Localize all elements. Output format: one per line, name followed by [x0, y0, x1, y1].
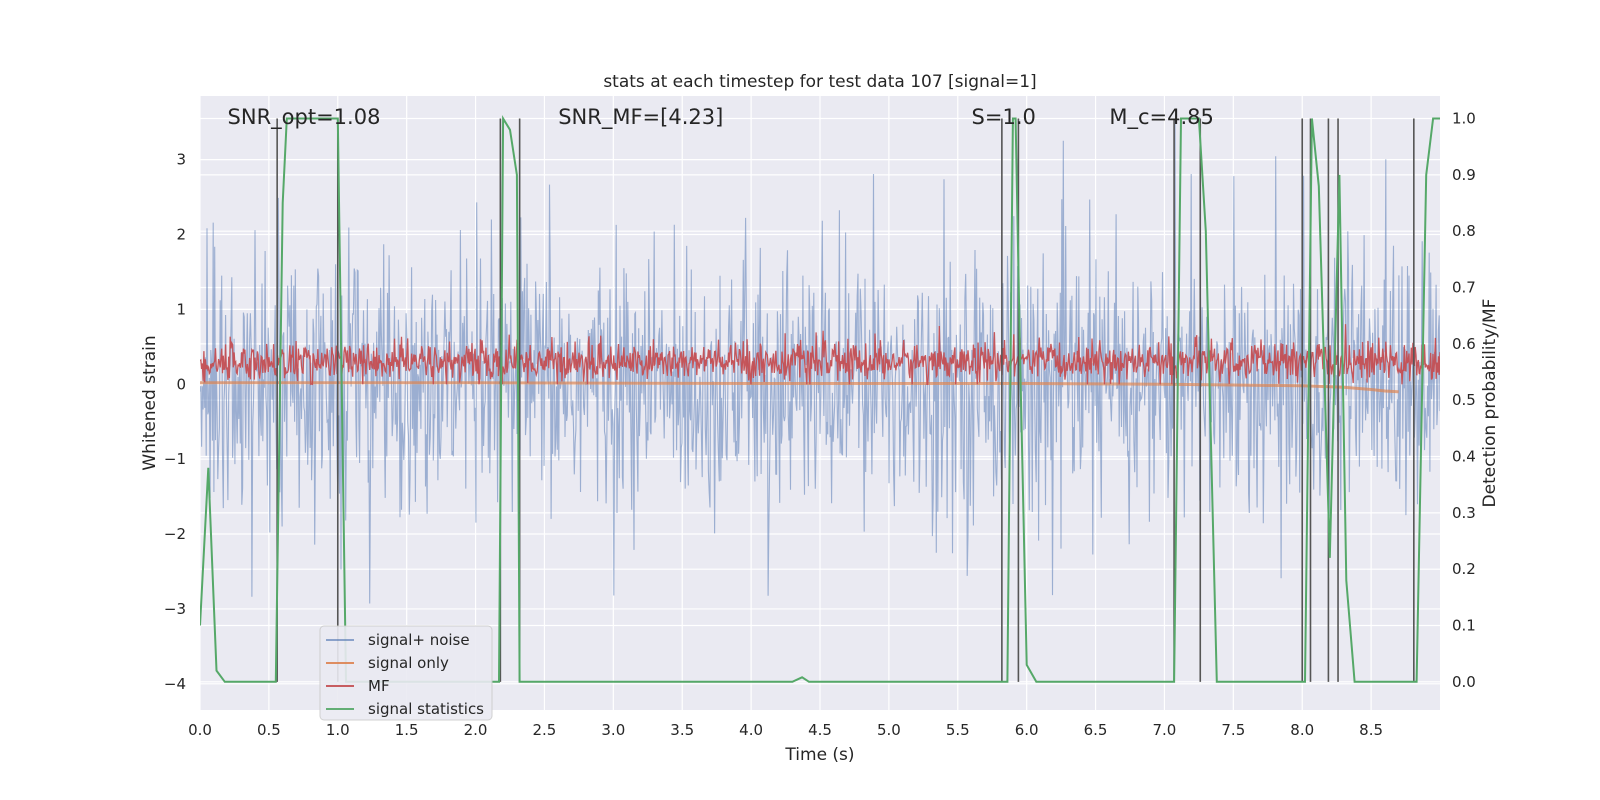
legend-label: signal only [368, 654, 449, 672]
annotations: SNR_opt=1.08 SNR_MF=[4.23] S=1.0 M_c=4.85 [228, 105, 1214, 130]
series-signal-noise [200, 118, 1440, 604]
annotation: S=1.0 [972, 105, 1036, 129]
right-y-tick-label: 0.8 [1452, 222, 1476, 240]
x-tick-label: 8.0 [1290, 721, 1314, 739]
left-y-tick-label: 3 [176, 151, 186, 169]
x-tick-label: 4.5 [808, 721, 832, 739]
legend-label: MF [368, 677, 390, 695]
left-y-axis-label: Whitened strain [140, 335, 160, 470]
left-y-axis-ticks: −4 −3 −2 −1 0 1 2 3 [164, 151, 186, 693]
right-y-tick-label: 0.7 [1452, 279, 1476, 297]
x-tick-label: 7.5 [1221, 721, 1245, 739]
x-tick-label: 7.0 [1153, 721, 1177, 739]
right-y-tick-label: 1.0 [1452, 110, 1476, 128]
series-mf [200, 324, 1440, 386]
right-y-axis-label: Detection probability/MF [1480, 299, 1500, 508]
annotation: SNR_MF=[4.23] [558, 105, 723, 130]
x-tick-label: 2.0 [464, 721, 488, 739]
annotation: SNR_opt=1.08 [228, 105, 381, 130]
x-tick-label: 1.5 [395, 721, 419, 739]
series-layer [200, 118, 1440, 604]
right-y-tick-label: 0.5 [1452, 391, 1476, 409]
right-y-tick-label: 0.3 [1452, 504, 1476, 522]
left-y-tick-label: 0 [176, 375, 186, 393]
left-y-tick-label: −1 [164, 450, 186, 468]
right-y-tick-label: 0.1 [1452, 617, 1476, 635]
x-tick-label: 8.5 [1359, 721, 1383, 739]
x-tick-label: 4.0 [739, 721, 763, 739]
legend: signal+ noise signal only MF signal statist… [319, 625, 493, 721]
legend-label: signal+ noise [368, 631, 470, 649]
x-tick-label: 2.5 [533, 721, 557, 739]
x-tick-label: 0.5 [257, 721, 281, 739]
annotation: M_c=4.85 [1109, 105, 1214, 130]
x-axis-label: Time (s) [784, 745, 854, 765]
x-tick-label: 6.0 [1015, 721, 1039, 739]
right-y-axis-ticks: 0.0 0.1 0.2 0.3 0.4 0.5 0.6 0.7 0.8 0.9 1.0 [1452, 110, 1476, 691]
right-y-tick-label: 0.9 [1452, 166, 1476, 184]
left-y-tick-label: 1 [176, 300, 186, 318]
signal-statistics-layer [200, 114, 1440, 683]
chart-title: stats at each timestep for test data 107… [603, 72, 1036, 92]
right-y-tick-label: 0.6 [1452, 335, 1476, 353]
left-y-tick-label: 2 [176, 226, 186, 244]
x-tick-label: 6.5 [1084, 721, 1108, 739]
right-y-tick-label: 0.2 [1452, 560, 1476, 578]
x-tick-label: 3.5 [670, 721, 694, 739]
left-y-tick-label: −4 [164, 675, 186, 693]
series-signal-statistics [200, 114, 1440, 683]
left-y-tick-label: −3 [164, 600, 186, 618]
legend-label: signal statistics [368, 700, 484, 718]
x-axis-ticks: 0.0 0.5 1.0 1.5 2.0 2.5 3.0 3.5 4.0 4.5 5.0 5.5 6.0 6… [188, 721, 1383, 739]
x-tick-label: 1.0 [326, 721, 350, 739]
series-signal-only [200, 381, 1399, 394]
right-y-tick-label: 0.0 [1452, 673, 1476, 691]
x-tick-label: 0.0 [188, 721, 212, 739]
legend-box [319, 625, 493, 721]
x-tick-label: 3.0 [601, 721, 625, 739]
right-y-tick-label: 0.4 [1452, 448, 1476, 466]
x-tick-label: 5.5 [946, 721, 970, 739]
left-y-tick-label: −2 [164, 525, 186, 543]
x-tick-label: 5.0 [877, 721, 901, 739]
